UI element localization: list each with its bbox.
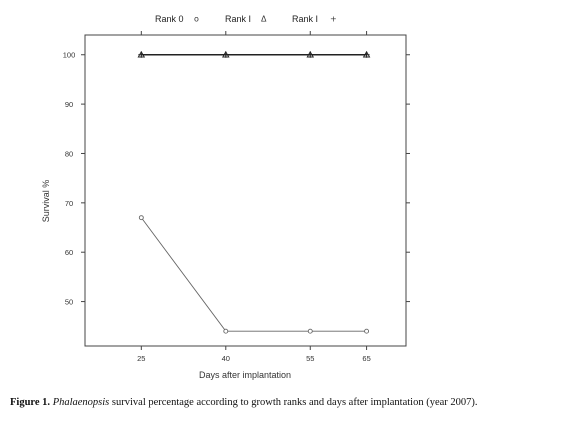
legend-label: Rank I bbox=[225, 14, 251, 24]
data-point-circle bbox=[307, 328, 313, 334]
series-line bbox=[140, 217, 367, 332]
x-tick-label: 40 bbox=[222, 354, 230, 363]
legend-label: Rank I bbox=[292, 14, 318, 24]
x-axis: 25 40 55 65 bbox=[137, 31, 371, 363]
legend-marker: o bbox=[194, 15, 199, 24]
legend-marker: + bbox=[330, 15, 337, 24]
legend-marker: Δ bbox=[261, 15, 267, 24]
data-point-plus bbox=[138, 51, 145, 58]
caption-species: Phalaenopsis bbox=[52, 397, 110, 408]
series-0 bbox=[138, 215, 370, 334]
data-point-circle bbox=[364, 328, 370, 334]
data-point-plus bbox=[307, 51, 314, 58]
y-tick-label: 100 bbox=[63, 51, 76, 60]
y-tick-label: 60 bbox=[65, 248, 73, 257]
data-point-plus bbox=[363, 51, 370, 58]
legend: Rank 0 o Rank I Δ Rank I + bbox=[155, 14, 337, 24]
y-tick-label: 90 bbox=[65, 100, 73, 109]
y-tick-label: 70 bbox=[65, 199, 73, 208]
data-point-circle bbox=[138, 215, 144, 221]
figure-caption: Figure 1. Phalaenopsis survival percenta… bbox=[10, 397, 576, 408]
y-tick-label: 80 bbox=[65, 149, 73, 158]
series-layer bbox=[137, 50, 371, 334]
data-point-plus bbox=[222, 51, 229, 58]
y-axis: 50 60 70 80 90 100 bbox=[63, 51, 410, 307]
x-tick-label: 65 bbox=[362, 354, 370, 363]
x-axis-title: Days after implantation bbox=[199, 370, 291, 380]
x-tick-label: 55 bbox=[306, 354, 314, 363]
y-axis-title: Survival % bbox=[41, 180, 51, 223]
series-2 bbox=[138, 51, 370, 58]
x-tick-label: 25 bbox=[137, 354, 145, 363]
caption-label: Figure 1. bbox=[10, 397, 51, 408]
plot-frame bbox=[84, 34, 407, 347]
y-tick-label: 50 bbox=[65, 298, 73, 307]
data-point-circle bbox=[223, 328, 229, 334]
legend-label: Rank 0 bbox=[155, 14, 184, 24]
caption-text: survival percentage according to growth … bbox=[109, 397, 478, 408]
